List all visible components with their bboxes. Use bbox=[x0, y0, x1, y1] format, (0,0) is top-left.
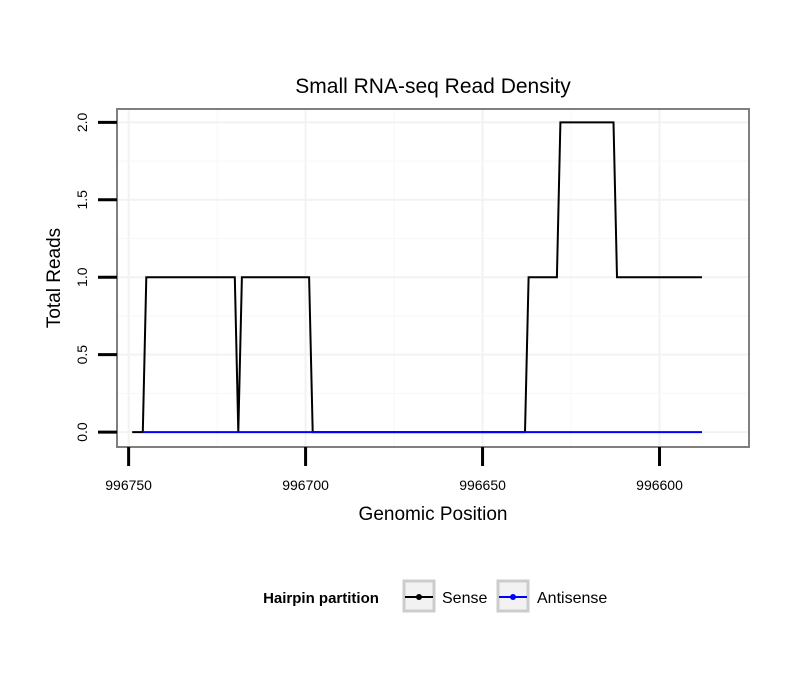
legend-title: Hairpin partition bbox=[263, 590, 379, 607]
y-tick-label: 0.5 bbox=[74, 345, 90, 365]
y-axis-label: Total Reads bbox=[44, 228, 65, 328]
legend-key-antisense bbox=[496, 579, 530, 613]
y-tick-label: 1.5 bbox=[74, 190, 90, 210]
legend-marker-antisense bbox=[510, 594, 516, 600]
legend-label-sense: Sense bbox=[442, 590, 487, 607]
x-tick-label: 996600 bbox=[636, 477, 683, 493]
y-axis: 0.0 0.5 1.0 1.5 2.0 bbox=[74, 112, 117, 442]
x-tick-label: 996700 bbox=[282, 477, 329, 493]
chart-title: Small RNA-seq Read Density bbox=[295, 75, 571, 98]
x-tick-label: 996750 bbox=[105, 477, 152, 493]
legend-label-antisense: Antisense bbox=[537, 590, 607, 607]
x-axis: 996750 996700 996650 996600 bbox=[105, 447, 683, 493]
legend-marker-sense bbox=[416, 594, 422, 600]
x-tick-label: 996650 bbox=[459, 477, 506, 493]
y-tick-label: 2.0 bbox=[74, 112, 90, 132]
y-tick-label: 0.0 bbox=[74, 422, 90, 442]
series-layer bbox=[132, 121, 702, 434]
x-axis-label: Genomic Position bbox=[359, 504, 508, 525]
legend: Hairpin partition Sense Antisense bbox=[263, 579, 607, 613]
y-tick-label: 1.0 bbox=[74, 267, 90, 287]
